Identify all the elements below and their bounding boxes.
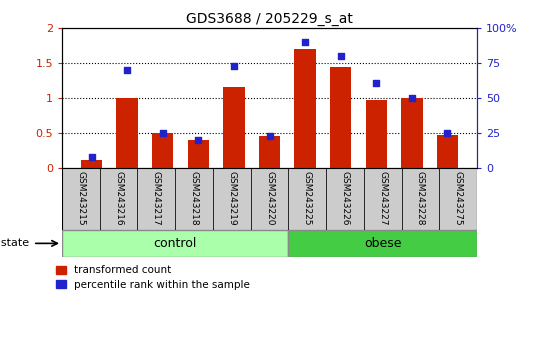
Bar bbox=[288, 168, 326, 230]
Bar bbox=[152, 133, 174, 168]
Title: GDS3688 / 205229_s_at: GDS3688 / 205229_s_at bbox=[186, 12, 353, 26]
Bar bbox=[259, 136, 280, 168]
Text: GSM243225: GSM243225 bbox=[303, 171, 312, 226]
Bar bbox=[439, 168, 477, 230]
Text: GSM243275: GSM243275 bbox=[454, 171, 462, 226]
Text: GSM243227: GSM243227 bbox=[378, 171, 387, 226]
Point bbox=[407, 96, 416, 101]
Bar bbox=[294, 49, 316, 168]
Bar bbox=[330, 68, 351, 168]
Bar bbox=[116, 98, 138, 168]
Point bbox=[301, 40, 309, 45]
Text: obese: obese bbox=[364, 237, 402, 250]
Bar bbox=[326, 168, 364, 230]
Text: GSM243217: GSM243217 bbox=[152, 171, 161, 226]
Point bbox=[443, 130, 452, 136]
Text: GSM243218: GSM243218 bbox=[190, 171, 198, 226]
Text: GSM243228: GSM243228 bbox=[416, 171, 425, 226]
Bar bbox=[188, 140, 209, 168]
Text: GSM243216: GSM243216 bbox=[114, 171, 123, 226]
Legend: transformed count, percentile rank within the sample: transformed count, percentile rank withi… bbox=[57, 266, 250, 290]
Point bbox=[87, 154, 96, 160]
Text: disease state: disease state bbox=[0, 238, 29, 249]
Bar bbox=[288, 230, 477, 257]
Point bbox=[265, 133, 274, 139]
Bar bbox=[100, 168, 137, 230]
Bar bbox=[437, 135, 458, 168]
Bar bbox=[81, 160, 102, 168]
Point bbox=[123, 67, 132, 73]
Bar bbox=[402, 168, 439, 230]
Text: control: control bbox=[154, 237, 197, 250]
Point bbox=[158, 130, 167, 136]
Bar bbox=[364, 168, 402, 230]
Bar bbox=[223, 87, 245, 168]
Bar bbox=[62, 168, 100, 230]
Bar bbox=[213, 168, 251, 230]
Text: GSM243226: GSM243226 bbox=[341, 171, 349, 226]
Bar bbox=[62, 230, 288, 257]
Bar bbox=[137, 168, 175, 230]
Point bbox=[230, 63, 238, 69]
Text: GSM243219: GSM243219 bbox=[227, 171, 236, 226]
Point bbox=[372, 80, 381, 86]
Bar bbox=[401, 98, 423, 168]
Bar bbox=[251, 168, 288, 230]
Bar bbox=[365, 100, 387, 168]
Bar bbox=[175, 168, 213, 230]
Text: GSM243215: GSM243215 bbox=[77, 171, 85, 226]
Point bbox=[336, 53, 345, 59]
Text: GSM243220: GSM243220 bbox=[265, 171, 274, 226]
Point bbox=[194, 137, 203, 143]
